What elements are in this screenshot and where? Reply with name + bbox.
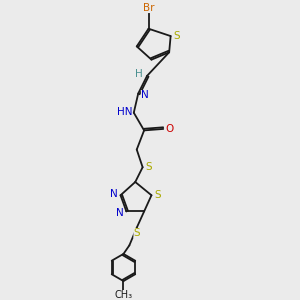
Text: S: S: [146, 162, 152, 172]
Text: H: H: [135, 69, 143, 80]
Text: CH₃: CH₃: [114, 290, 133, 300]
Text: N: N: [110, 189, 118, 199]
Text: Br: Br: [143, 3, 154, 13]
Text: S: S: [154, 190, 161, 200]
Text: S: S: [174, 31, 180, 41]
Text: O: O: [166, 124, 174, 134]
Text: N: N: [141, 90, 148, 100]
Text: HN: HN: [117, 107, 132, 117]
Text: N: N: [116, 208, 124, 218]
Text: S: S: [134, 228, 140, 238]
